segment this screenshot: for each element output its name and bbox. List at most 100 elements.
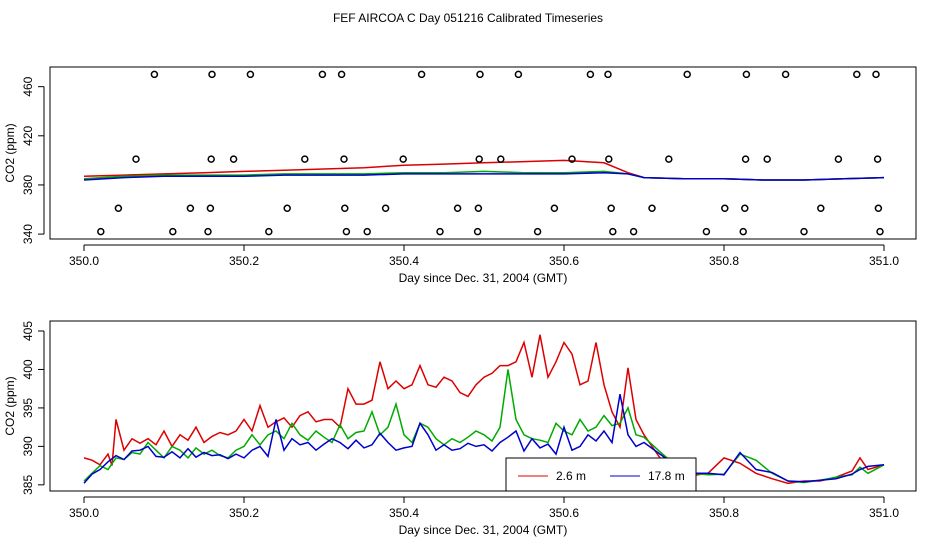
calibration-point bbox=[341, 204, 349, 213]
calibration-point bbox=[318, 70, 327, 79]
y-tick-label: 420 bbox=[21, 125, 35, 145]
x-tick-label: 351.0 bbox=[869, 506, 899, 520]
x-tick-label: 350.4 bbox=[389, 254, 419, 268]
calibration-point bbox=[817, 204, 825, 213]
y-tick-label: 395 bbox=[21, 398, 35, 418]
x-tick-label: 350.6 bbox=[549, 506, 579, 520]
bottom-plot-frame bbox=[49, 320, 917, 492]
calibration-point bbox=[800, 227, 808, 236]
calibration-point bbox=[874, 204, 883, 213]
y-tick-label: 400 bbox=[21, 359, 35, 379]
calibration-point bbox=[721, 204, 729, 213]
calibration-point bbox=[781, 70, 790, 79]
bottom-x-axis: 350.0 350.2 350.4 350.6 350.8 351.0 bbox=[69, 496, 899, 520]
series-line-17-8-m bbox=[83, 171, 885, 181]
legend-label-17-8m: 17.8 m bbox=[648, 469, 685, 483]
calibration-point bbox=[399, 155, 407, 163]
calibration-point bbox=[665, 155, 673, 163]
calibration-point bbox=[301, 155, 309, 163]
calibration-point bbox=[132, 155, 140, 163]
top-marker-layer bbox=[97, 70, 884, 236]
calibration-point bbox=[473, 227, 482, 236]
top-plot-frame bbox=[49, 66, 917, 240]
legend-label-2-6m: 2.6 m bbox=[556, 469, 586, 483]
x-tick-label: 351.0 bbox=[869, 254, 899, 268]
series-line-2-6-m bbox=[83, 334, 885, 485]
calibration-point bbox=[436, 227, 444, 236]
bottom-series-layer bbox=[83, 334, 885, 485]
calibration-point bbox=[337, 70, 346, 79]
calibration-point bbox=[739, 227, 747, 236]
calibration-point bbox=[97, 227, 105, 236]
calibration-point bbox=[283, 204, 291, 213]
calibration-point bbox=[169, 227, 177, 236]
calibration-point bbox=[648, 204, 656, 213]
y-tick-label: 340 bbox=[21, 224, 35, 244]
calibration-point bbox=[514, 70, 523, 79]
calibration-point bbox=[381, 204, 390, 213]
calibration-point bbox=[265, 227, 273, 236]
calibration-point bbox=[207, 155, 215, 163]
top-series-layer bbox=[83, 159, 885, 181]
calibration-point bbox=[208, 70, 216, 79]
calibration-point bbox=[417, 70, 426, 79]
calibration-point bbox=[568, 155, 576, 163]
top-x-axis-label: Day since Dec. 31, 2004 (GMT) bbox=[399, 271, 568, 285]
x-tick-label: 350.2 bbox=[229, 254, 259, 268]
legend-box bbox=[505, 457, 697, 492]
top-y-axis: 340 380 420 460 bbox=[21, 76, 45, 244]
calibration-point bbox=[114, 204, 123, 213]
top-panel: 350.0 350.2 350.4 350.6 350.8 351.0 340 380 420… bbox=[3, 66, 917, 285]
y-tick-label: 390 bbox=[21, 436, 35, 456]
calibration-point bbox=[741, 204, 749, 213]
y-tick-label: 405 bbox=[21, 321, 35, 341]
calibration-point bbox=[533, 227, 542, 236]
calibration-point bbox=[604, 70, 612, 79]
calibration-point bbox=[204, 227, 212, 236]
calibration-point bbox=[853, 70, 861, 79]
calibration-point bbox=[474, 204, 483, 213]
calibration-point bbox=[607, 204, 615, 213]
x-tick-label: 350.6 bbox=[549, 254, 579, 268]
calibration-point bbox=[763, 155, 771, 163]
series-line-mid bbox=[83, 369, 885, 484]
y-tick-label: 380 bbox=[21, 175, 35, 195]
calibration-point bbox=[876, 227, 884, 236]
calibration-point bbox=[476, 70, 484, 79]
calibration-point bbox=[742, 70, 751, 79]
calibration-point bbox=[741, 155, 750, 163]
legend: 2.6 m 17.8 m bbox=[505, 457, 697, 492]
bottom-panel: 350.0 350.2 350.4 350.6 350.8 351.0 385 390 395… bbox=[3, 320, 917, 537]
calibration-point bbox=[186, 204, 195, 213]
calibration-point bbox=[609, 227, 617, 236]
top-y-axis-label: CO2 (ppm) bbox=[3, 123, 17, 182]
x-tick-label: 350.4 bbox=[389, 506, 419, 520]
series-line-2-6-m bbox=[83, 159, 885, 181]
calibration-point bbox=[629, 227, 638, 236]
calibration-point bbox=[873, 155, 882, 163]
x-tick-label: 350.0 bbox=[69, 506, 99, 520]
calibration-point bbox=[150, 70, 159, 79]
calibration-point bbox=[342, 227, 351, 236]
calibration-point bbox=[363, 227, 371, 236]
calibration-point bbox=[683, 70, 691, 79]
y-tick-label: 460 bbox=[21, 76, 35, 96]
chart-title: FEF AIRCOA C Day 051216 Calibrated Times… bbox=[333, 11, 603, 25]
calibration-point bbox=[550, 204, 559, 213]
calibration-point bbox=[229, 155, 238, 163]
calibration-point bbox=[340, 155, 348, 163]
bottom-y-axis: 385 390 395 400 405 bbox=[21, 321, 45, 495]
calibration-point bbox=[497, 155, 505, 163]
x-tick-label: 350.0 bbox=[69, 254, 99, 268]
x-tick-label: 350.2 bbox=[229, 506, 259, 520]
y-tick-label: 385 bbox=[21, 475, 35, 495]
calibration-point bbox=[246, 70, 255, 79]
calibration-point bbox=[206, 204, 215, 213]
calibration-point bbox=[605, 155, 613, 163]
bottom-y-axis-label: CO2 (ppm) bbox=[3, 376, 17, 435]
calibration-point bbox=[586, 70, 595, 79]
top-x-axis: 350.0 350.2 350.4 350.6 350.8 351.0 bbox=[69, 244, 899, 268]
series-line-17-8-m bbox=[83, 393, 885, 484]
calibration-point bbox=[872, 70, 880, 79]
